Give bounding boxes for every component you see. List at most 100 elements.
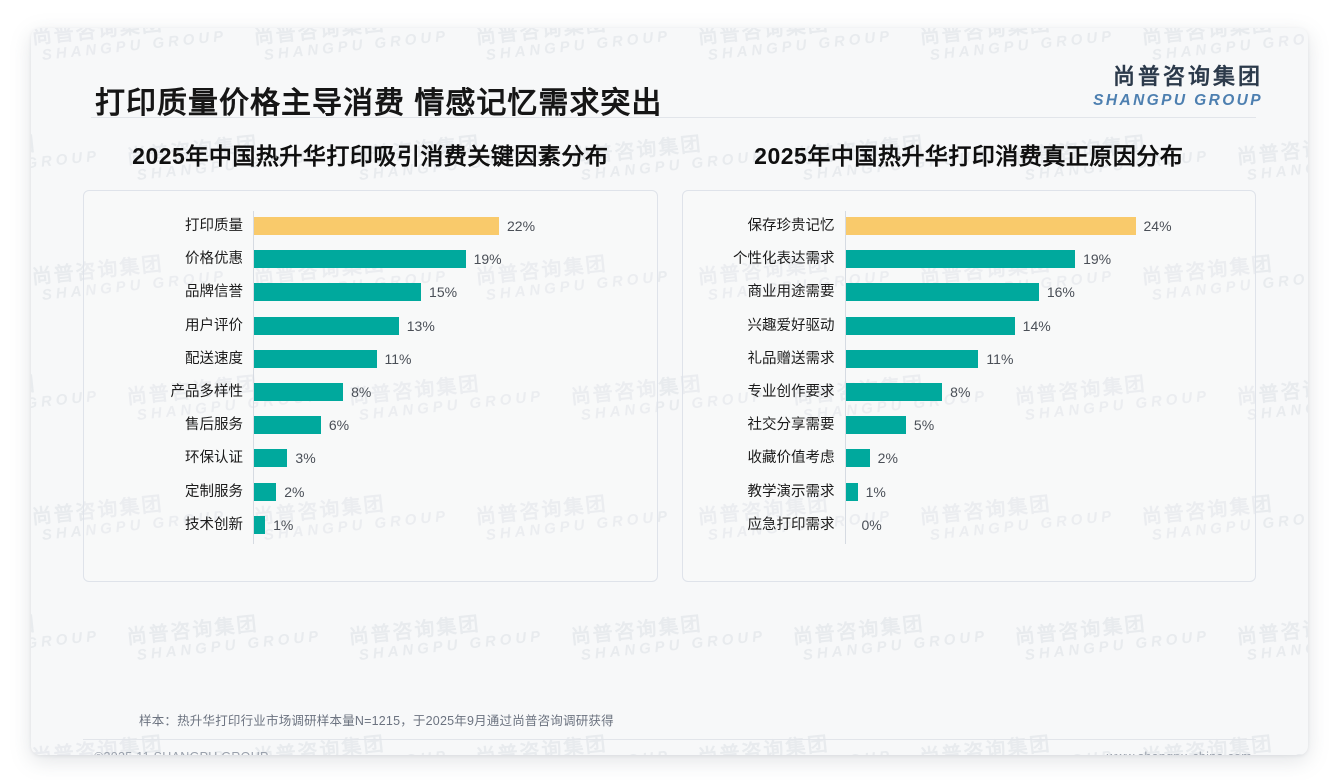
bar-category-label: 专业创作要求 <box>747 384 835 400</box>
chart-panel-right: 2025年中国热升华打印消费真正原因分布 保存珍贵记忆 24% 个性化表达需求 19%… <box>681 118 1256 582</box>
bar-fill <box>845 349 979 368</box>
bar-value-label: 16% <box>1046 284 1075 301</box>
bar-row[interactable]: 8% <box>845 383 971 401</box>
chart-axis-line <box>253 211 254 544</box>
page-title: 打印质量价格主导消费 情感记忆需求突出 <box>95 87 663 120</box>
bar-fill <box>845 383 943 401</box>
brand-name-cn: 尚普咨询集团 <box>1112 64 1263 89</box>
bar-row[interactable]: 13% <box>254 316 435 335</box>
charts-container: 2025年中国热升华打印吸引消费关键因素分布 打印质量 22% 价格优惠 19% 品牌信… <box>83 118 1256 582</box>
bar-category-label: 打印质量 <box>185 218 243 234</box>
bar-row[interactable]: 19% <box>845 250 1112 269</box>
bar-value-label: 8% <box>950 384 971 400</box>
bar-row[interactable]: 24% <box>845 217 1172 235</box>
chart-panel-left: 2025年中国热升华打印吸引消费关键因素分布 打印质量 22% 价格优惠 19% 品牌信… <box>83 118 658 582</box>
bar-row[interactable]: 3% <box>254 449 316 468</box>
bar-value-label: 19% <box>1083 251 1112 268</box>
bar-value-label: 1% <box>865 483 886 500</box>
bar-value-label: 3% <box>295 450 316 467</box>
slide-card: 尚普咨询集团 SHANGPU GROUP 尚普咨询集团 SHANGPU GROUP 尚普… <box>31 28 1308 755</box>
bar-value-label: 11% <box>986 350 1014 367</box>
bar-fill <box>254 383 344 401</box>
bar-chart-right: 保存珍贵记忆 24% 个性化表达需求 19% 商业用途需要 16% 兴趣爱好驱动 14% 礼品赠… <box>697 209 1242 567</box>
slide-content: 2025年中国热升华打印吸引消费关键因素分布 打印质量 22% 价格优惠 19% 品牌信… <box>31 118 1308 755</box>
slide-footer: ©2025.11 SHANGPU GROUP www.shangpu-china… <box>31 740 1308 755</box>
bar-fill <box>845 482 858 501</box>
bar-value-label: 8% <box>351 384 372 400</box>
chart-title-left: 2025年中国热升华打印吸引消费关键因素分布 <box>132 143 609 169</box>
bar-value-label: 15% <box>429 284 458 301</box>
website-link[interactable]: www.shangpu-china.com <box>1107 750 1252 755</box>
bar-fill <box>254 349 377 368</box>
chart-box-left: 打印质量 22% 价格优惠 19% 品牌信誉 15% 用户评价 13% 配送速度 11% 产品多样性… <box>83 190 658 582</box>
bar-fill <box>254 482 277 501</box>
bar-fill <box>254 515 266 534</box>
bar-category-label: 品牌信誉 <box>185 284 243 301</box>
bar-fill <box>254 316 399 335</box>
bar-row[interactable]: 1% <box>254 515 294 534</box>
bar-value-label: 2% <box>284 483 305 500</box>
bar-row[interactable]: 0% <box>846 516 882 534</box>
bar-row[interactable]: 14% <box>845 316 1051 335</box>
bar-value-label: 1% <box>273 516 294 533</box>
bar-category-label: 教学演示需求 <box>747 483 835 500</box>
bar-category-label: 产品多样性 <box>170 384 244 400</box>
brand-logo: 尚普咨询集团 SHANGPU GROUP <box>1093 66 1263 109</box>
bar-category-label: 环保认证 <box>185 450 243 467</box>
bar-value-label: 5% <box>913 417 935 434</box>
bar-chart-left: 打印质量 22% 价格优惠 19% 品牌信誉 15% 用户评价 13% 配送速度 11% 产品多样性… <box>98 209 643 567</box>
bar-category-label: 礼品赠送需求 <box>747 350 835 367</box>
bar-fill <box>845 217 1136 235</box>
bar-fill <box>845 316 1015 335</box>
bar-row[interactable]: 2% <box>254 482 305 501</box>
bar-value-label: 0% <box>861 516 882 533</box>
bar-row[interactable]: 8% <box>254 383 371 401</box>
bar-fill <box>254 217 499 235</box>
header-divider <box>91 117 1256 118</box>
chart-axis-line <box>844 211 846 544</box>
bar-row[interactable]: 22% <box>254 217 535 235</box>
bar-value-label: 13% <box>406 317 435 334</box>
copyright-text: ©2025.11 SHANGPU GROUP <box>94 750 269 755</box>
bar-category-label: 收藏价值考虑 <box>747 450 835 467</box>
bar-category-label: 售后服务 <box>185 417 243 434</box>
chart-box-right: 保存珍贵记忆 24% 个性化表达需求 19% 商业用途需要 16% 兴趣爱好驱动 14% 礼品赠… <box>681 190 1256 582</box>
bar-value-label: 24% <box>1143 218 1172 234</box>
bar-row[interactable]: 11% <box>254 349 412 368</box>
bar-category-label: 配送速度 <box>185 350 243 367</box>
bar-fill <box>845 250 1076 269</box>
slide-header: 打印质量价格主导消费 情感记忆需求突出 尚普咨询集团 SHANGPU GROUP <box>31 28 1308 120</box>
bar-fill <box>845 449 870 468</box>
bar-category-label: 技术创新 <box>185 516 243 533</box>
bar-category-label: 社交分享需要 <box>747 417 835 434</box>
brand-name-en: SHANGPU GROUP <box>1093 92 1263 109</box>
bar-row[interactable]: 15% <box>254 283 458 302</box>
chart-title-right: 2025年中国热升华打印消费真正原因分布 <box>754 143 1184 169</box>
bar-value-label: 11% <box>384 350 412 367</box>
bar-row[interactable]: 1% <box>845 482 886 501</box>
bar-row[interactable]: 19% <box>254 250 502 269</box>
bar-category-label: 用户评价 <box>185 317 243 334</box>
footnote: 样本：热升华打印行业市场调研样本量N=1215，于2025年9月通过尚普咨询调研… <box>139 714 614 728</box>
bar-value-label: 6% <box>328 417 350 434</box>
bar-category-label: 兴趣爱好驱动 <box>747 317 835 334</box>
bar-row[interactable]: 2% <box>845 449 898 468</box>
bar-row[interactable]: 5% <box>845 416 935 435</box>
bar-row[interactable]: 6% <box>254 416 350 435</box>
bar-row[interactable]: 11% <box>845 349 1014 368</box>
bar-fill <box>254 449 288 468</box>
bar-value-label: 22% <box>507 218 536 234</box>
bar-fill <box>254 416 321 435</box>
bar-category-label: 个性化表达需求 <box>733 251 835 268</box>
bar-category-label: 价格优惠 <box>185 251 243 268</box>
bar-category-label: 应急打印需求 <box>747 516 835 533</box>
bar-fill <box>845 283 1039 302</box>
bar-row[interactable]: 16% <box>845 283 1075 302</box>
bar-value-label: 19% <box>473 251 502 268</box>
bar-category-label: 保存珍贵记忆 <box>747 218 835 234</box>
bar-value-label: 2% <box>877 450 898 467</box>
bar-category-label: 商业用途需要 <box>747 284 835 301</box>
bar-category-label: 定制服务 <box>185 483 243 500</box>
bar-value-label: 14% <box>1022 317 1051 334</box>
footer-divider <box>83 739 1256 740</box>
